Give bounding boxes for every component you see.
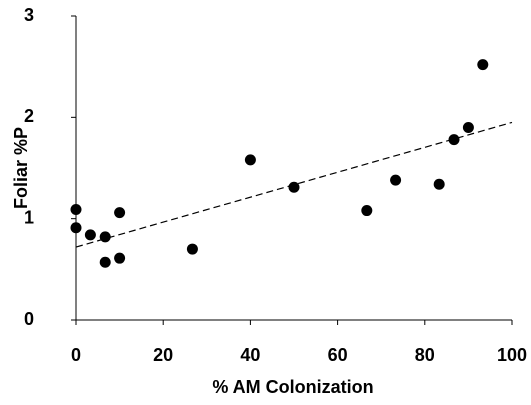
data-point	[448, 134, 460, 146]
x-tick-label: 100	[497, 345, 527, 365]
y-tick-label: 2	[24, 106, 34, 126]
data-point	[70, 222, 82, 234]
x-tick-label: 40	[240, 345, 260, 365]
data-point	[186, 243, 198, 255]
data-point	[114, 252, 126, 264]
data-point	[390, 174, 402, 186]
x-tick-label: 60	[328, 345, 348, 365]
y-axis-label: Foliar %P	[11, 127, 31, 209]
x-tick-label: 80	[415, 345, 435, 365]
data-point	[288, 181, 300, 193]
y-tick-label: 0	[24, 309, 34, 329]
data-point	[70, 204, 82, 216]
data-point	[99, 231, 111, 243]
y-tick-label: 1	[24, 207, 34, 227]
x-axis-label: % AM Colonization	[212, 377, 373, 397]
x-tick-label: 0	[71, 345, 81, 365]
x-tick-label: 20	[153, 345, 173, 365]
data-point	[433, 178, 445, 190]
data-point	[361, 205, 373, 217]
y-tick-label: 3	[24, 5, 34, 25]
data-point	[477, 59, 489, 71]
data-point	[84, 229, 96, 241]
data-point	[462, 121, 474, 133]
data-point	[99, 256, 111, 268]
data-point	[114, 207, 126, 219]
data-point	[244, 154, 256, 166]
